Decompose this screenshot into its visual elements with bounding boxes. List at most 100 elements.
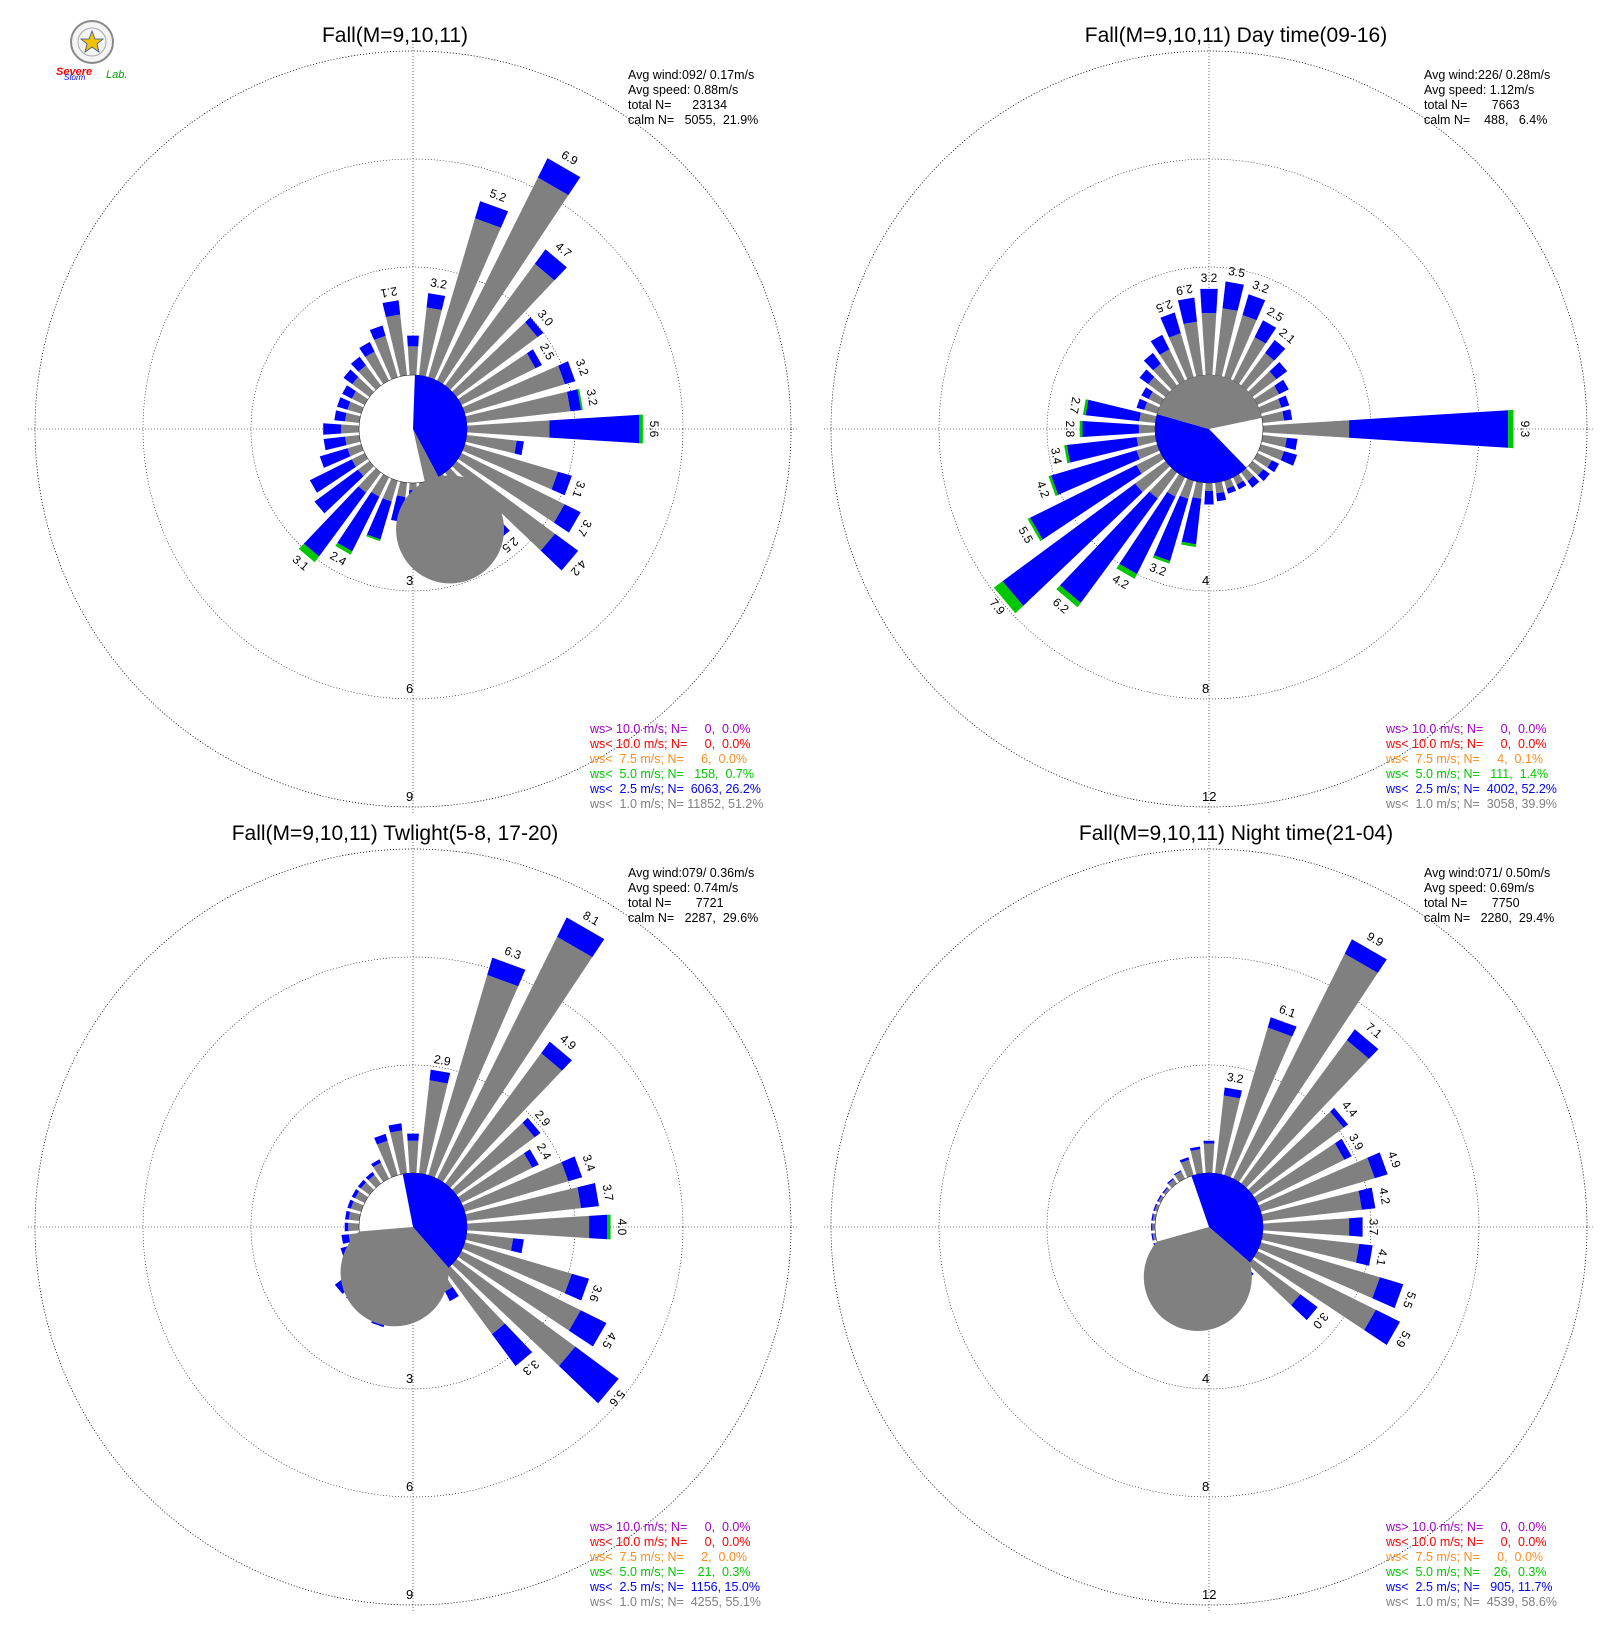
sector-bar-60-ws1 — [1254, 1143, 1345, 1203]
legend-entry: ws< 10.0 m/s; N= 0, 0.0% — [1385, 737, 1547, 751]
sector-bar-290-ws25 — [1136, 398, 1148, 410]
sector-bar-280-ws1 — [348, 1211, 361, 1221]
sector-bar-350-ws25 — [388, 1123, 403, 1133]
sector-bar-130-ws25 — [559, 1346, 619, 1404]
sector-bar-200-ws1 — [382, 478, 398, 502]
sector-bar-250-ws5 — [1048, 475, 1059, 496]
sector-bar-0-ws25 — [1200, 288, 1218, 314]
legend-entry: ws< 1.0 m/s; N= 11852, 51.2% — [589, 797, 763, 811]
sector-bar-100-ws25 — [1285, 437, 1298, 450]
sector-bar-260-ws25 — [323, 436, 347, 451]
sector-data-label: 6.1 — [1277, 1002, 1298, 1021]
sector-data-label: 4.2 — [1034, 479, 1053, 500]
sector-bar-210-ws1 — [371, 474, 389, 497]
sector-bar-200-ws25 — [366, 498, 392, 540]
sector-bar-70-ws25 — [558, 361, 576, 385]
sector-bar-310-ws25 — [1162, 1187, 1168, 1194]
sector-data-label: 3.2 — [1226, 1070, 1245, 1087]
sector-bar-330-ws1 — [1159, 349, 1185, 384]
sector-bar-290-ws1 — [347, 401, 364, 414]
sector-bar-330-ws1 — [365, 351, 389, 384]
legend-entry: ws< 10.0 m/s; N= 0, 0.0% — [589, 1535, 751, 1549]
sector-bar-230-ws5 — [993, 581, 1024, 614]
sector-data-label: 2.8 — [1063, 421, 1077, 438]
sector-bar-0-ws25 — [407, 1133, 419, 1141]
stats-line: Avg wind:092/ 0.17m/s — [628, 68, 754, 82]
sector-bar-230-ws25 — [314, 469, 364, 514]
panel-title: Fall(M=9,10,11) Twlight(5-8, 17-20) — [232, 822, 559, 845]
legend-entry: ws< 5.0 m/s; N= 111, 1.4% — [1385, 767, 1548, 781]
sector-bar-280-ws1 — [1139, 412, 1157, 423]
sector-bar-30-ws1 — [437, 936, 593, 1182]
sector-bar-60-ws1 — [1254, 385, 1280, 405]
sector-bar-310-ws25 — [343, 369, 359, 385]
calm-disc-grey — [1157, 374, 1262, 429]
sector-data-label: 3.7 — [1367, 1219, 1381, 1236]
legend-entry: ws< 10.0 m/s; N= 0, 0.0% — [589, 737, 751, 751]
sector-bar-90-ws1 — [466, 420, 550, 438]
sector-bar-100-ws1 — [465, 435, 517, 454]
sector-data-label: 3.3 — [520, 1357, 542, 1379]
sector-bar-230-ws25 — [1002, 483, 1143, 606]
sector-bar-170-ws25 — [1216, 492, 1227, 502]
sector-bar-290-ws25 — [1153, 1203, 1157, 1211]
sector-bar-0-ws25 — [407, 335, 419, 347]
sector-data-label: 4.5 — [599, 1330, 620, 1352]
sector-data-label: 5.5 — [1400, 1290, 1419, 1311]
sector-bar-70-ws1 — [1258, 1157, 1375, 1212]
stats-line: calm N= 5055, 21.9% — [628, 113, 758, 127]
sector-bar-140-ws25 — [1247, 475, 1260, 488]
sector-data-label: 4.1 — [1373, 1248, 1390, 1267]
ring-label: 4 — [1202, 573, 1209, 588]
sector-bar-300-ws25 — [1141, 387, 1153, 399]
sector-bar-50-ws1 — [452, 322, 538, 397]
sector-bar-310-ws1 — [1148, 376, 1170, 397]
calm-disc-grey — [1143, 1227, 1252, 1331]
sector-bar-110-ws25 — [1280, 451, 1298, 466]
sector-bar-20-ws25 — [1267, 1017, 1297, 1037]
sector-bar-350-ws25 — [1177, 297, 1197, 324]
sector-data-label: 3.0 — [1310, 1310, 1332, 1332]
sector-bar-90-ws5 — [1508, 409, 1514, 449]
legend-entry: ws< 10.0 m/s; N= 0, 0.0% — [1385, 1535, 1547, 1549]
sector-bar-290-ws1 — [1144, 402, 1160, 414]
legend-entry: ws< 2.5 m/s; N= 1156, 15.0% — [589, 1580, 760, 1594]
sector-bar-90-ws1 — [1262, 420, 1350, 438]
sector-bar-10-ws1 — [1215, 1095, 1241, 1175]
sector-bar-140-ws1 — [1241, 468, 1254, 482]
sector-bar-140-ws1 — [445, 1266, 505, 1335]
sector-bar-330-ws25 — [1150, 334, 1170, 355]
logo-text-storm: Storm — [64, 73, 86, 82]
sector-bar-280-ws1 — [345, 412, 361, 423]
sector-bar-80-ws25 — [1358, 1187, 1376, 1210]
sector-bar-210-ws25 — [1119, 492, 1176, 575]
sector-bar-90-ws25 — [1349, 410, 1509, 448]
sector-bar-190-ws5 — [1181, 541, 1197, 548]
sector-bar-340-ws25 — [374, 1133, 388, 1145]
ring-label: 6 — [406, 681, 413, 696]
sector-bar-100-ws1 — [1261, 1233, 1360, 1263]
sector-bar-40-ws25 — [541, 1041, 572, 1071]
sector-bar-150-ws25 — [1236, 480, 1247, 490]
legend-entry: ws< 5.0 m/s; N= 21, 0.3% — [589, 1565, 751, 1579]
sector-bar-90-ws25 — [589, 1214, 607, 1240]
legend-entry: ws< 5.0 m/s; N= 158, 0.7% — [589, 767, 754, 781]
sector-data-label: 2.5 — [1154, 297, 1175, 316]
sector-bar-320-ws1 — [368, 1174, 381, 1188]
sector-bar-350-ws1 — [1190, 1149, 1203, 1175]
sector-bar-70-ws1 — [462, 365, 565, 414]
sector-bar-270-ws5 — [1079, 420, 1083, 438]
sector-bar-10-ws25 — [1222, 281, 1244, 311]
sector-bar-0-ws25 — [1203, 1140, 1215, 1144]
stats-line: Avg speed: 0.69m/s — [1424, 881, 1534, 895]
sector-bar-80-ws1 — [1261, 1190, 1362, 1221]
legend-entry: ws< 2.5 m/s; N= 4002, 52.2% — [1385, 782, 1557, 796]
sector-bar-340-ws1 — [377, 1140, 398, 1178]
ring-label: 8 — [1202, 681, 1209, 696]
sector-data-label: 2.5 — [1264, 304, 1286, 325]
sector-bar-40-ws25 — [1346, 1029, 1379, 1059]
sector-bar-140-ws25 — [492, 1323, 533, 1367]
sector-bar-120-ws25 — [1267, 460, 1280, 473]
sector-data-label: 5.2 — [488, 186, 509, 205]
sector-bar-120-ws25 — [568, 1310, 607, 1347]
